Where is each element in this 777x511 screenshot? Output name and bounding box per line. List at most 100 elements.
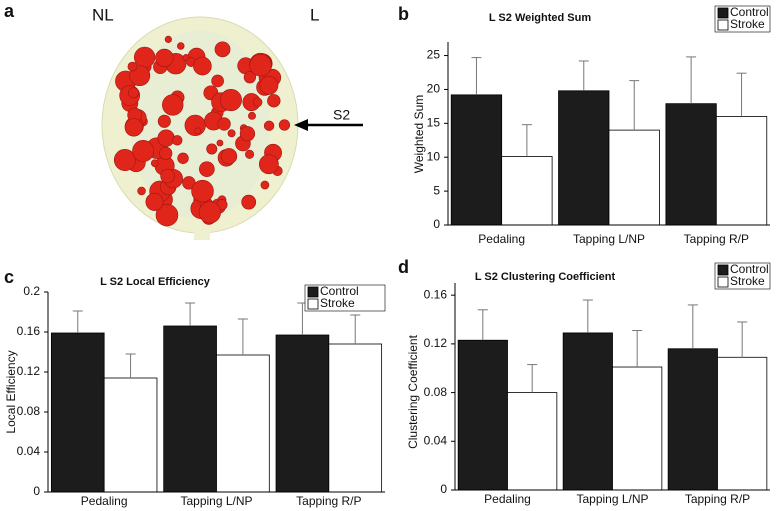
bar: [103, 377, 158, 493]
bar: [612, 366, 663, 491]
sphere: [128, 87, 139, 99]
x-tick-label: Pedaling: [81, 494, 128, 508]
sphere: [160, 168, 175, 184]
y-tick-label: 0.12: [424, 336, 448, 350]
chart-title: L S2 Weighted Sum: [489, 12, 591, 24]
panel-label: d: [398, 257, 409, 277]
x-tick-label: Tapping L/NP: [180, 494, 252, 508]
sphere: [155, 48, 174, 68]
y-tick-label: 0.12: [17, 364, 41, 378]
sphere: [172, 135, 183, 146]
sphere: [206, 143, 218, 155]
bar: [558, 90, 610, 226]
y-axis-label: Local Efficiency: [4, 350, 18, 433]
bar: [507, 392, 558, 491]
sphere: [194, 127, 202, 135]
legend-label: Stroke: [320, 296, 355, 310]
sphere: [198, 201, 221, 224]
x-tick-label: Tapping R/P: [296, 494, 361, 508]
sphere: [267, 94, 281, 108]
y-axis-label: Clustering Coefficient: [406, 334, 420, 449]
legend-swatch: [717, 19, 729, 31]
legend-swatch: [717, 276, 729, 288]
chart-title: L S2 Local Efficiency: [100, 276, 211, 288]
sphere: [159, 146, 173, 160]
bar: [667, 348, 718, 491]
x-tick-label: Tapping R/P: [685, 492, 750, 506]
sphere: [124, 118, 143, 137]
sphere: [145, 192, 164, 211]
sphere: [278, 119, 291, 131]
sphere: [177, 42, 185, 50]
x-tick-label: Tapping L/NP: [576, 492, 648, 506]
panel-label: c: [4, 267, 14, 287]
y-tick-label: 20: [427, 82, 441, 96]
x-tick-label: Tapping L/NP: [573, 232, 645, 246]
bar: [665, 103, 717, 226]
y-tick-label: 0.04: [424, 433, 448, 447]
x-tick-label: Tapping R/P: [684, 232, 749, 246]
bar: [608, 129, 660, 226]
sphere-group: [113, 35, 291, 227]
sphere: [260, 180, 270, 190]
y-axis-label: Weighted Sum: [412, 95, 426, 174]
sphere: [193, 56, 212, 76]
sphere: [239, 126, 256, 142]
sphere: [249, 54, 272, 77]
bar: [717, 356, 768, 491]
sphere: [127, 61, 138, 72]
annotation: S2: [333, 107, 350, 123]
legend-label: Stroke: [730, 17, 765, 31]
sphere: [263, 120, 275, 131]
sphere: [191, 179, 214, 203]
y-tick-label: 0.16: [17, 324, 41, 338]
sphere: [243, 71, 256, 84]
bar: [450, 94, 503, 226]
sphere: [162, 94, 184, 116]
bar: [501, 156, 553, 226]
bar: [216, 354, 270, 493]
y-tick-label: 5: [433, 183, 440, 197]
legend-label: Control: [730, 5, 769, 19]
sphere: [220, 148, 238, 165]
sphere: [259, 75, 279, 95]
legend-swatch: [717, 7, 729, 19]
sphere: [241, 194, 257, 210]
bar: [457, 339, 508, 491]
sphere: [157, 114, 171, 128]
arrow-head: [294, 119, 308, 131]
bar: [163, 325, 217, 493]
bar: [562, 332, 613, 491]
bar: [715, 116, 768, 226]
bar: [275, 334, 330, 493]
legend-label: Control: [730, 262, 769, 276]
sphere: [211, 74, 224, 88]
y-tick-label: 0.16: [424, 287, 448, 301]
y-tick-label: 15: [427, 116, 441, 130]
y-tick-label: 25: [427, 48, 441, 62]
y-tick-label: 0.08: [17, 404, 41, 418]
y-tick-label: 0.2: [23, 284, 40, 298]
y-tick-label: 10: [427, 149, 441, 163]
bar: [328, 343, 383, 493]
sphere: [134, 46, 156, 68]
sphere: [113, 149, 136, 172]
legend-swatch: [307, 286, 319, 298]
panel-label: a: [4, 1, 15, 21]
legend-swatch: [307, 298, 319, 310]
legend-label: Control: [320, 284, 359, 298]
legend-swatch: [717, 264, 729, 276]
panel-label: b: [398, 4, 409, 24]
sphere: [258, 154, 279, 175]
sphere: [245, 149, 255, 159]
side-label: NL: [92, 5, 114, 24]
y-tick-label: 0: [33, 484, 40, 498]
y-tick-label: 0: [433, 217, 440, 231]
sphere: [216, 139, 224, 147]
sphere: [164, 35, 172, 43]
sphere: [150, 159, 159, 167]
brain-panel: a NL L S2: [4, 1, 363, 240]
x-tick-label: Pedaling: [478, 232, 525, 246]
chart-title: L S2 Clustering Coefficient: [475, 271, 616, 283]
